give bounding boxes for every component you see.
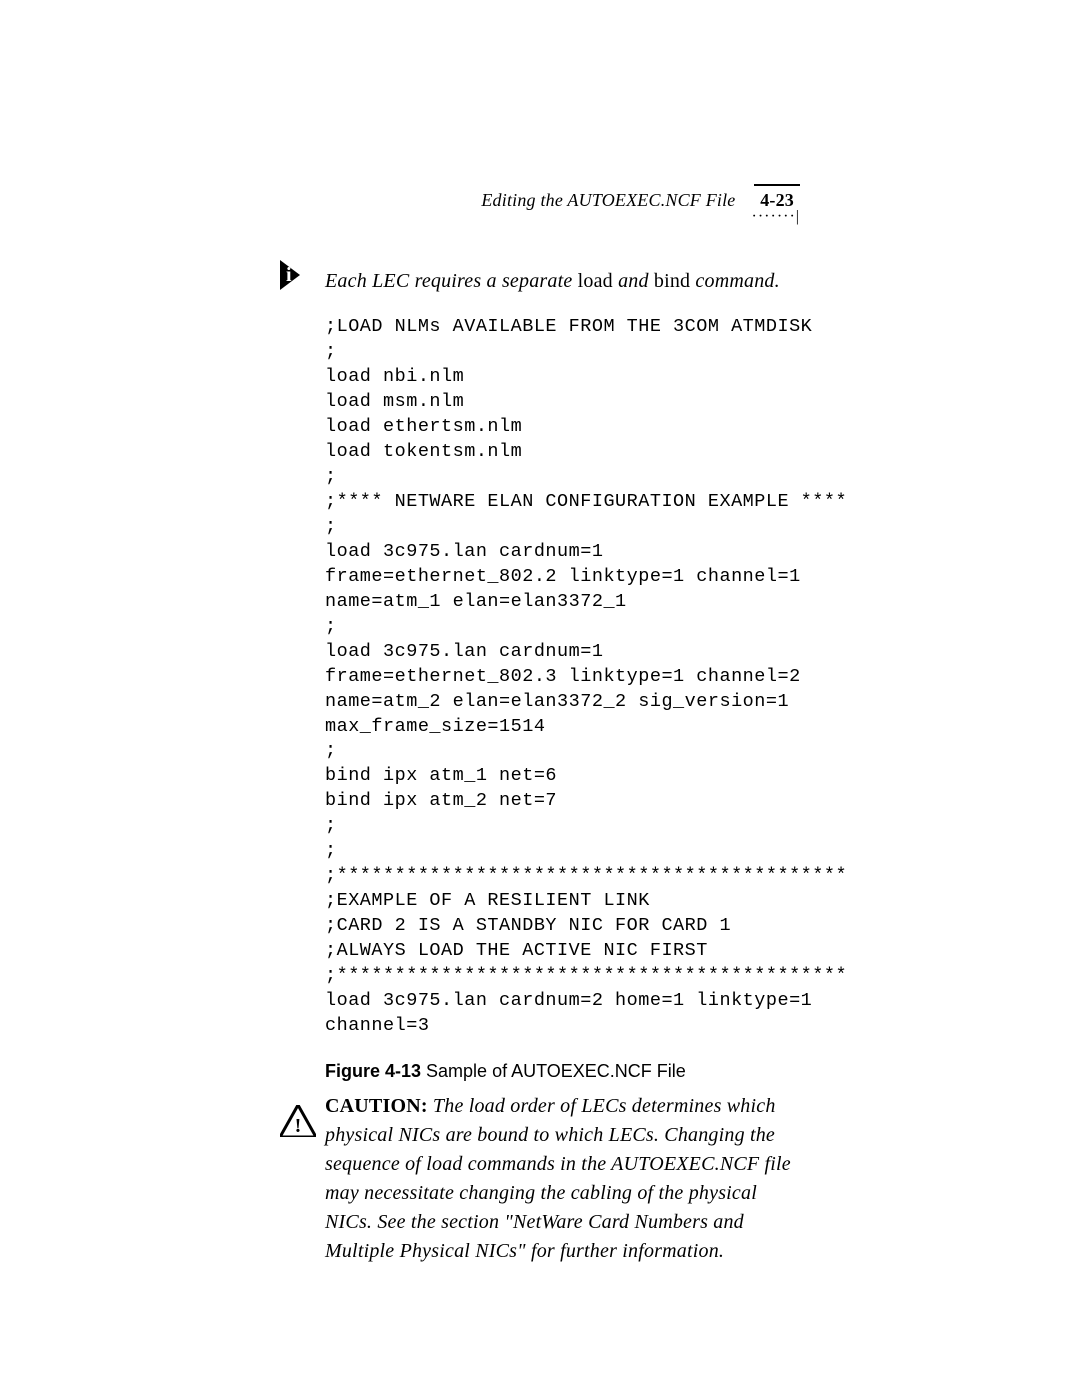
- note-post: command.: [690, 270, 780, 292]
- note-word-load: load: [578, 270, 613, 292]
- code-block: ;LOAD NLMs AVAILABLE FROM THE 3COM ATMDI…: [325, 315, 800, 1039]
- content-column: Each LEC requires a separate load and bi…: [325, 270, 800, 1266]
- page: Editing the AUTOEXEC.NCF File 4-23 ·····…: [0, 0, 1080, 1397]
- note-text: Each LEC requires a separate load and bi…: [325, 270, 800, 293]
- page-number: 4-23: [754, 184, 800, 211]
- svg-text:!: !: [295, 1115, 302, 1137]
- caution-label: CAUTION:: [325, 1095, 428, 1117]
- running-head: Editing the AUTOEXEC.NCF File 4-23: [481, 184, 800, 211]
- figure-label: Figure 4-13: [325, 1061, 421, 1081]
- note-word-bind: bind: [654, 270, 690, 292]
- svg-text:i: i: [286, 264, 292, 286]
- note-mid: and: [613, 270, 654, 292]
- caution-text: The load order of LECs determines which …: [325, 1095, 791, 1262]
- header-title: Editing the AUTOEXEC.NCF File: [481, 190, 735, 210]
- note-pre: Each LEC requires a separate: [325, 270, 578, 292]
- info-arrow-icon: i: [280, 260, 316, 295]
- caution-paragraph: CAUTION: The load order of LECs determin…: [325, 1092, 800, 1266]
- caution-icon: !: [280, 1105, 316, 1142]
- header-dots: ·······|: [752, 208, 801, 226]
- figure-text: Sample of AUTOEXEC.NCF File: [421, 1061, 686, 1081]
- figure-caption: Figure 4-13 Sample of AUTOEXEC.NCF File: [325, 1061, 800, 1082]
